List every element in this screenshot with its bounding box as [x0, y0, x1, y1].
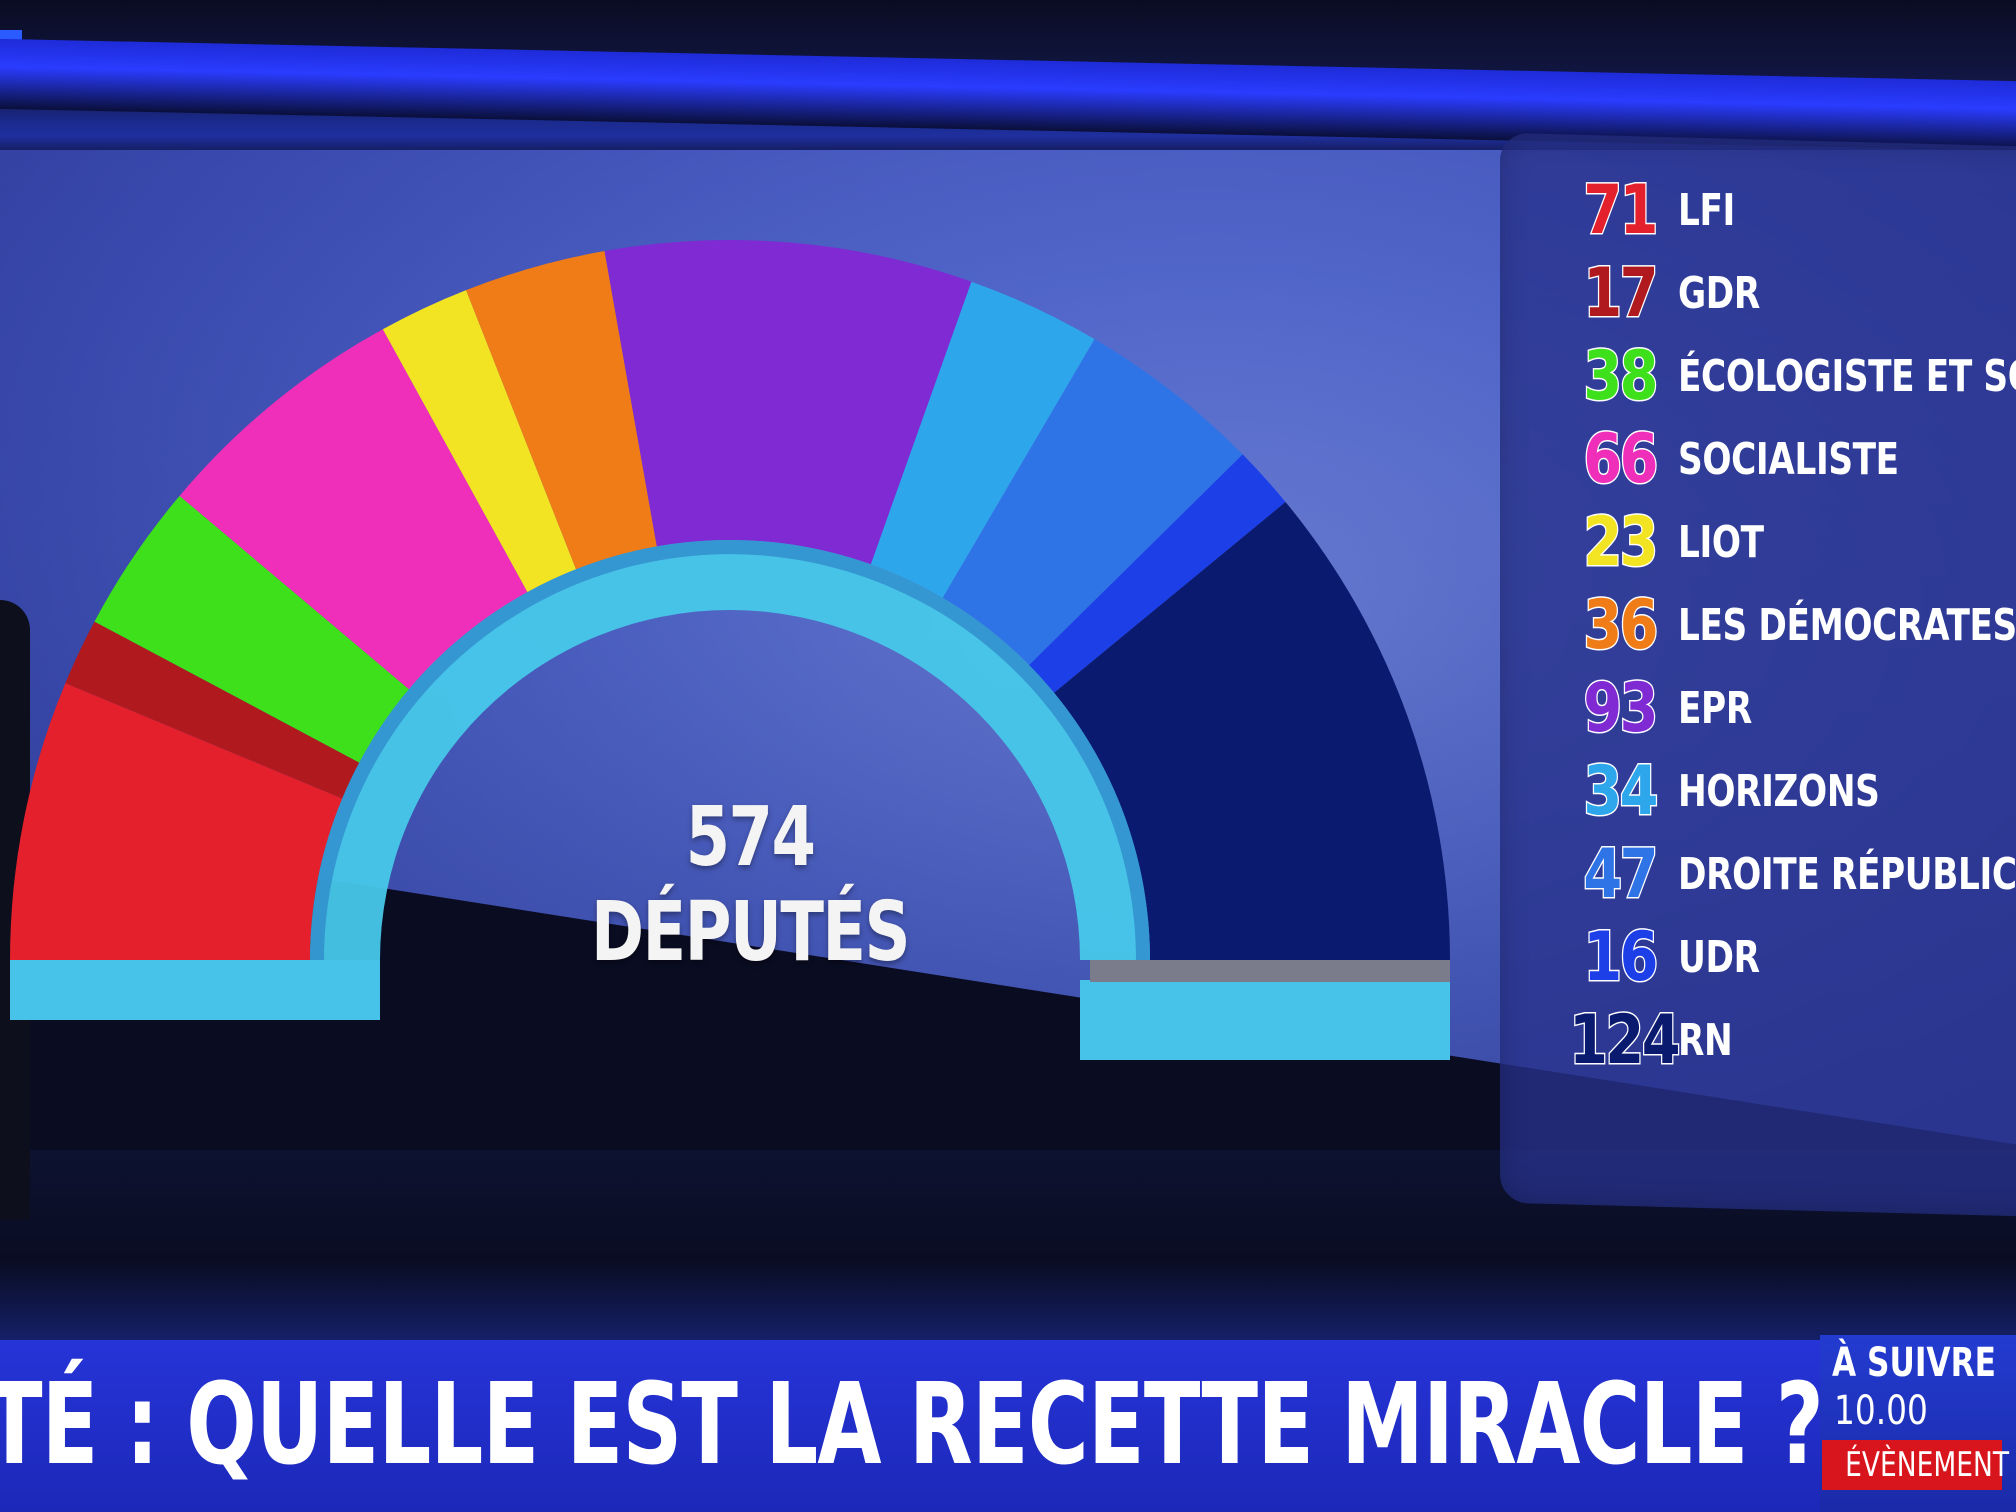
- base-plinth-left: [10, 960, 380, 1020]
- hemicycle-segment-horizons: [870, 281, 1095, 598]
- hemicycle-segment-les-d-mocrates: [466, 251, 657, 570]
- next-program-tag-text: ÉVÈNEMENT: [1845, 1445, 2010, 1485]
- total-deputies-label: 574 DÉPUTÉS: [590, 790, 911, 980]
- ticker-headline: TÉ : QUELLE EST LA RECETTE MIRACLE ?: [0, 1360, 1824, 1490]
- legend-item-les-d-mocrates: 36 LES DÉMOCRATES: [1550, 584, 2016, 666]
- legend-item-liot: 23 LIOT: [1550, 501, 1788, 583]
- legend-value: 47: [1582, 833, 1660, 915]
- legend-label: EPR: [1678, 682, 1752, 734]
- hemicycle-segment-liot: [382, 290, 577, 593]
- legend-item-droite-r-public: 47 DROITE RÉPUBLIC: [1550, 833, 2016, 915]
- legend-label: HORIZONS: [1678, 765, 1880, 817]
- hemicycle-segment-rn: [1054, 501, 1450, 960]
- legend-label: DROITE RÉPUBLIC: [1678, 848, 2016, 900]
- next-program-time: 10.00: [1834, 1388, 1928, 1434]
- legend-label: SOCIALISTE: [1678, 433, 1899, 485]
- base-plinth-right-grey: [1090, 960, 1450, 982]
- hemicycle-segment-socialiste: [179, 329, 528, 690]
- legend-item-rn: 124 RN: [1550, 999, 1748, 1081]
- legend-label: UDR: [1678, 931, 1760, 983]
- news-ticker: [0, 1340, 2016, 1512]
- legend-value: 17: [1582, 252, 1660, 334]
- hemicycle-segment-droite-r-public: [942, 339, 1243, 666]
- legend-item-horizons: 34 HORIZONS: [1550, 750, 1936, 832]
- legend-item--cologiste-et-so: 38 ÉCOLOGISTE ET SO: [1550, 335, 2016, 417]
- hemicycle-segment-udr: [1029, 454, 1286, 693]
- legend-value: 93: [1582, 667, 1660, 749]
- legend-label: LIOT: [1678, 516, 1764, 568]
- next-program-tag: ÉVÈNEMENT: [1822, 1440, 2009, 1490]
- legend-item-socialiste: 66 SOCIALISTE: [1550, 418, 1961, 500]
- legend-item-gdr: 17 GDR: [1550, 252, 1783, 334]
- base-plinth-right: [1080, 980, 1450, 1060]
- legend-label: GDR: [1678, 267, 1760, 319]
- inner-ring-band: [310, 540, 1150, 960]
- legend-item-lfi: 71 LFI: [1550, 169, 1751, 251]
- legend-value: 16: [1582, 916, 1660, 998]
- hemicycle-chart: [10, 240, 1450, 1060]
- hemicycle-segment--cologiste-et-so: [94, 495, 409, 763]
- legend-label: ÉCOLOGISTE ET SO: [1678, 350, 2016, 402]
- legend-value: 124: [1568, 999, 1682, 1081]
- legend-value: 71: [1582, 169, 1660, 251]
- legend-item-udr: 16 UDR: [1550, 916, 1783, 998]
- legend-value: 34: [1582, 750, 1660, 832]
- legend-value: 38: [1582, 335, 1660, 417]
- hemicycle-segment-epr: [604, 240, 972, 565]
- legend-item-epr: 93 EPR: [1550, 667, 1773, 749]
- legend-label: LFI: [1678, 184, 1735, 236]
- legend-label: LES DÉMOCRATES: [1678, 599, 2016, 651]
- hemicycle-segments: [10, 240, 1450, 960]
- hemicycle-segment-lfi: [10, 683, 343, 960]
- next-program-title: À SUIVRE: [1832, 1340, 1996, 1386]
- floor-glow: [0, 1260, 2016, 1340]
- legend-value: 66: [1582, 418, 1660, 500]
- hemicycle-segment-gdr: [65, 621, 360, 799]
- legend-value: 23: [1582, 501, 1660, 583]
- top-light-stripe: [0, 38, 2016, 152]
- legend-value: 36: [1582, 584, 1660, 666]
- legend-label: RN: [1678, 1014, 1733, 1066]
